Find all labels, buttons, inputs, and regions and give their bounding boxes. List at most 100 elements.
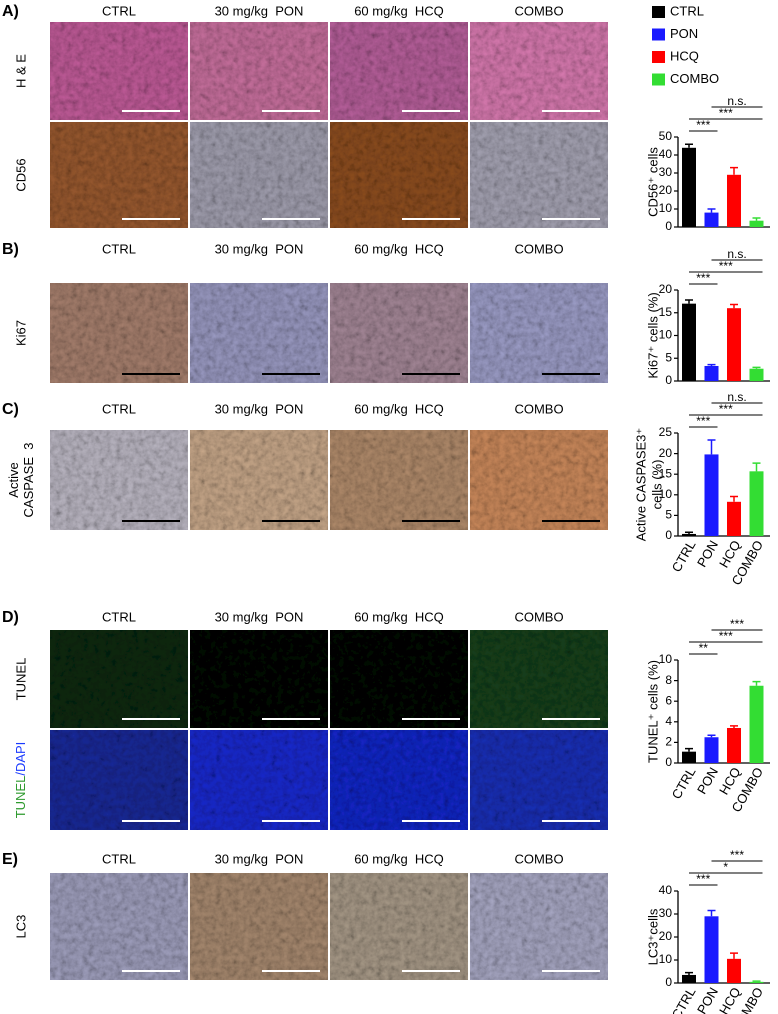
row-label-part: TUNEL <box>13 776 28 819</box>
y-axis-label: LC3⁺cells <box>645 908 660 965</box>
x-tick-label: PON <box>694 538 721 570</box>
y-tick-label: 15 <box>659 466 673 480</box>
micrograph <box>470 430 608 530</box>
row-label: TUNEL <box>13 658 28 701</box>
bar <box>682 303 696 381</box>
x-tick-label: CTRL <box>669 765 699 802</box>
y-tick-label: 10 <box>659 487 673 501</box>
significance-label: ** <box>699 641 709 655</box>
error-bar <box>707 909 716 917</box>
micrograph <box>190 22 328 120</box>
legend-label: CTRL <box>670 3 704 18</box>
bar <box>682 974 696 983</box>
y-axis-label: Ki67⁺ cells (%) <box>645 292 660 378</box>
error-bar <box>707 439 716 455</box>
row-label: LC3 <box>13 915 28 939</box>
significance-label: *** <box>719 259 733 273</box>
significance-label: *** <box>719 106 733 120</box>
error-bar <box>752 217 761 221</box>
error-bar <box>730 725 738 728</box>
significance-label: n.s. <box>727 94 746 108</box>
column-header: 60 mg/kg HCQ <box>354 3 444 18</box>
column-header: 60 mg/kg HCQ <box>354 609 444 624</box>
column-header: CTRL <box>102 851 136 866</box>
column-header: CTRL <box>102 241 136 256</box>
micrograph <box>190 630 328 728</box>
error-bar <box>730 303 738 309</box>
column-header: 60 mg/kg HCQ <box>354 401 444 416</box>
x-tick-label: PON <box>694 765 721 797</box>
y-tick-label: 20 <box>659 446 673 460</box>
micrograph <box>470 22 608 120</box>
micrograph <box>190 730 328 830</box>
significance-label: *** <box>696 872 710 886</box>
row-label: CD56 <box>13 158 28 191</box>
y-tick-label: 4 <box>665 714 672 728</box>
y-tick-label: 10 <box>659 328 673 342</box>
bar <box>727 727 741 763</box>
bar <box>749 981 764 983</box>
micrograph <box>470 122 608 228</box>
y-tick-label: 15 <box>659 305 673 319</box>
significance-label: *** <box>696 118 710 132</box>
y-tick-label: 20 <box>659 929 673 943</box>
significance-label: *** <box>719 402 733 416</box>
panel-label: A) <box>2 3 19 20</box>
significance-label: *** <box>719 629 733 643</box>
y-tick-label: 20 <box>659 282 673 296</box>
error-bar <box>685 299 693 304</box>
y-tick-label: 0 <box>665 373 672 387</box>
micrograph <box>50 873 188 980</box>
legend-label: PON <box>670 26 698 41</box>
error-bar <box>730 952 738 959</box>
legend-label: COMBO <box>670 71 719 86</box>
error-bar <box>730 495 738 502</box>
bar <box>749 471 764 536</box>
significance-label: *** <box>696 271 710 285</box>
y-axis-label: TUNEL⁺ cells (%) <box>645 660 660 763</box>
bar <box>704 916 719 983</box>
bar <box>704 365 719 381</box>
column-header: 30 mg/kg PON <box>215 241 304 256</box>
micrograph <box>190 122 328 228</box>
significance-label: *** <box>730 617 744 631</box>
y-axis-label: cells (%) <box>649 460 664 510</box>
column-header: COMBO <box>514 851 563 866</box>
row-label: Active <box>6 462 21 497</box>
error-bar <box>685 971 693 975</box>
column-header: 30 mg/kg PON <box>215 3 304 18</box>
column-header: COMBO <box>514 241 563 256</box>
micrograph <box>330 730 468 830</box>
bar <box>682 533 696 536</box>
error-bar <box>730 166 738 175</box>
error-bar <box>752 462 761 472</box>
error-bar <box>685 143 693 148</box>
significance-label: n.s. <box>727 247 746 261</box>
error-bar <box>707 734 716 738</box>
x-tick-label: CTRL <box>669 538 699 575</box>
micrograph <box>50 430 188 530</box>
y-tick-label: 5 <box>665 508 672 522</box>
error-bar <box>752 366 761 369</box>
y-tick-label: 2 <box>665 735 672 749</box>
bar <box>704 212 719 227</box>
micrograph <box>330 630 468 728</box>
y-tick-label: 5 <box>665 350 672 364</box>
column-header: CTRL <box>102 609 136 624</box>
significance-label: *** <box>696 414 710 428</box>
row-label-part: /DAPI <box>13 742 28 776</box>
legend-swatch <box>652 6 665 18</box>
y-tick-label: 20 <box>659 183 673 197</box>
column-header: COMBO <box>514 401 563 416</box>
y-tick-label: 30 <box>659 906 673 920</box>
micrograph <box>470 630 608 728</box>
micrograph <box>190 430 328 530</box>
error-bar <box>752 980 761 982</box>
micrograph <box>330 122 468 228</box>
micrograph <box>50 22 188 120</box>
bar <box>727 308 741 381</box>
y-axis-label: CD56⁺ cells <box>645 147 660 217</box>
y-tick-label: 30 <box>659 165 673 179</box>
y-tick-label: 25 <box>659 425 673 439</box>
